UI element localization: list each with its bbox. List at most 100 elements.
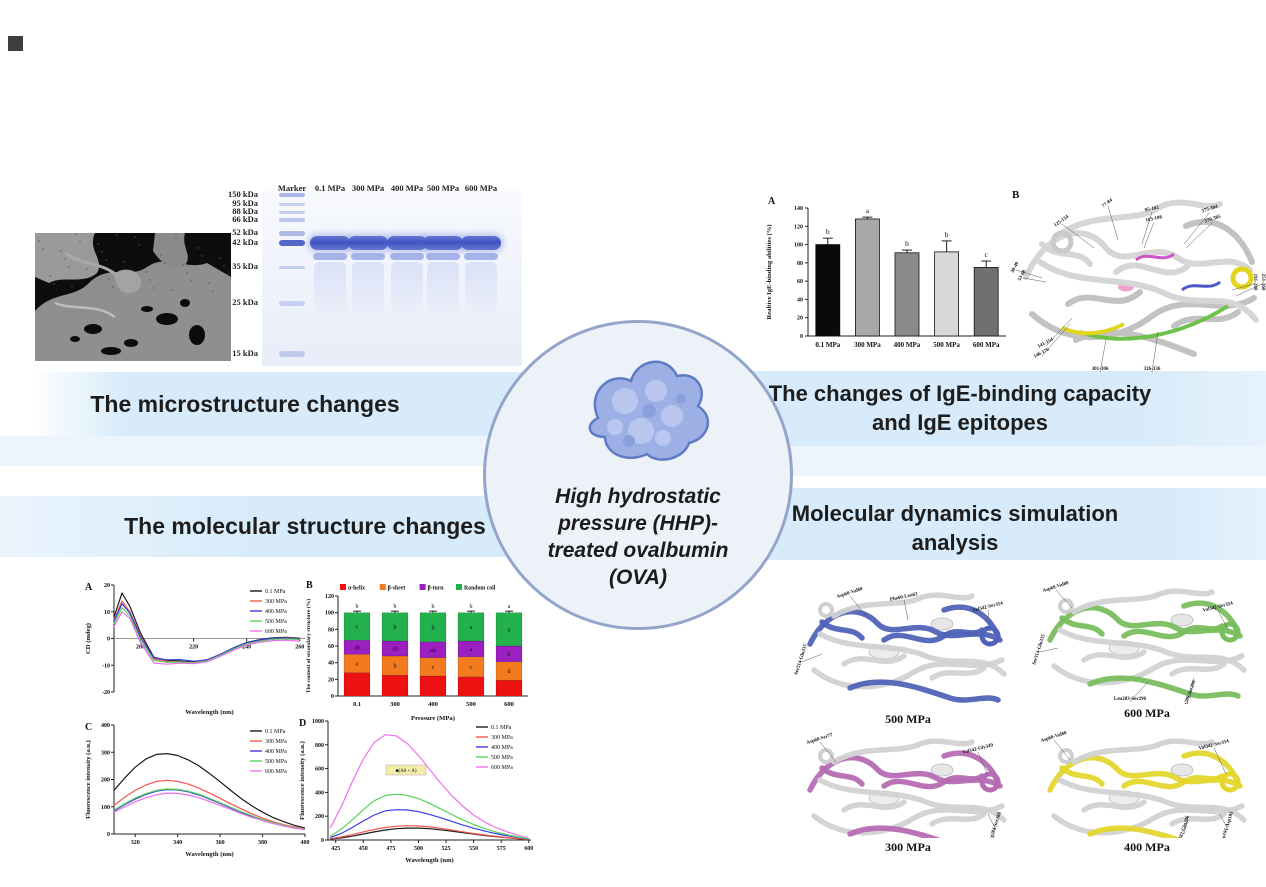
svg-text:400 MPa: 400 MPa [265, 749, 287, 755]
svg-text:0: 0 [331, 694, 334, 700]
gel-marker-band [279, 193, 305, 197]
svg-text:0.1 MPa: 0.1 MPa [491, 725, 512, 731]
svg-text:a: a [508, 627, 511, 633]
gel-protein-band [423, 236, 463, 250]
center-title-line: pressure (HHP)- [558, 512, 718, 535]
svg-text:800: 800 [315, 743, 324, 749]
svg-text:60: 60 [797, 279, 803, 285]
gel-smear [427, 262, 459, 317]
svg-text:β-sheet: β-sheet [388, 586, 406, 592]
gel-marker-band [279, 230, 305, 236]
md-caption-400mpa: 400 MPa [1124, 840, 1170, 854]
epitope-label: Ser314-Glu335 [794, 643, 809, 675]
svg-text:0: 0 [107, 637, 110, 643]
md-caption-600mpa: 600 MPa [1124, 706, 1170, 720]
gel-background [262, 191, 522, 366]
cd-spectra-chart: A -20 -10 0 10 20 200 220 240 260 CD (mdeg) Wavelen… [85, 582, 305, 716]
svg-text:320: 320 [131, 840, 140, 846]
gel-marker-band [279, 210, 305, 214]
svg-text:-10: -10 [102, 663, 110, 669]
svg-text:b: b [826, 227, 830, 236]
epitope-label: Asp68-Ser77 [806, 733, 834, 746]
svg-text:575: 575 [497, 846, 506, 852]
svg-text:80: 80 [797, 261, 803, 267]
svg-text:100: 100 [325, 611, 334, 617]
epitope-label: 191-200 [1252, 274, 1257, 291]
gel-marker-band [279, 265, 305, 269]
intrinsic-fluorescence-chart: C 0 100 200 300 400 320 340 360 380 400 Fluorescenc… [85, 722, 310, 858]
svg-text:c: c [356, 624, 359, 630]
svg-text:120: 120 [794, 224, 803, 230]
svg-text:400: 400 [428, 701, 438, 708]
gel-marker-label: 66 kDa [232, 214, 258, 224]
epitope-label: Asp68-Val80 [1042, 581, 1070, 594]
epitope-label: 146-176 [1033, 347, 1051, 359]
md-caption-500mpa: 500 MPa [885, 712, 931, 726]
svg-text:ab: ab [392, 647, 398, 653]
svg-text:500: 500 [466, 701, 476, 708]
svg-text:60: 60 [328, 644, 334, 650]
svg-text:340: 340 [173, 840, 182, 846]
svg-text:400: 400 [101, 723, 110, 729]
md-caption-300mpa: 300 MPa [885, 840, 931, 854]
banner-molecular-title: The molecular structure changes [124, 513, 486, 539]
gel-protein-band [310, 236, 350, 250]
gel-lane-header: 600 MPa [464, 183, 498, 193]
gel-marker-label: 88 kDa [232, 206, 258, 216]
svg-text:20: 20 [797, 316, 803, 322]
svg-text:Fluorescence intensity (a.u.): Fluorescence intensity (a.u.) [299, 741, 306, 820]
svg-text:C: C [85, 722, 92, 733]
svg-text:600: 600 [504, 701, 514, 708]
gel-marker-label: 25 kDa [232, 297, 258, 307]
svg-text:450: 450 [359, 846, 368, 852]
gel-protein-subband [390, 253, 424, 260]
svg-text:B: B [1012, 189, 1020, 201]
svg-text:475: 475 [386, 846, 395, 852]
svg-text:b: b [394, 664, 397, 670]
svg-text:c: c [432, 665, 435, 671]
center-title-line: (OVA) [609, 566, 667, 589]
svg-text:b: b [432, 604, 435, 610]
svg-text:a: a [866, 206, 870, 215]
svg-text:500 MPa: 500 MPa [265, 619, 287, 625]
svg-text:525: 525 [442, 846, 451, 852]
svg-text:300 MPa: 300 MPa [854, 341, 881, 349]
svg-text:400 MPa: 400 MPa [265, 609, 287, 615]
svg-text:Pressure (MPa): Pressure (MPa) [411, 715, 455, 722]
svg-text:300: 300 [101, 750, 110, 756]
svg-text:b: b [945, 230, 949, 239]
svg-text:α-helix: α-helix [348, 586, 365, 592]
epitope-label: 251-260 [1260, 274, 1265, 291]
svg-text:B: B [306, 580, 313, 591]
center-title-line: High hydrostatic [555, 485, 721, 508]
epitope-label: 370-385 [1204, 214, 1222, 224]
epitope-label: 375-384 [1201, 204, 1219, 214]
gel-marker-band [279, 300, 305, 306]
svg-text:40: 40 [328, 661, 334, 667]
svg-text:120: 120 [325, 594, 334, 600]
gel-lane-header: Marker [277, 183, 307, 193]
svg-text:a: a [470, 625, 473, 631]
svg-text:0: 0 [800, 334, 803, 340]
gel-protein-band [348, 236, 388, 250]
epitope-label: 103-108 [1145, 215, 1163, 223]
svg-text:b: b [394, 604, 397, 610]
svg-text:300 MPa: 300 MPa [265, 599, 287, 605]
svg-text:400 MPa: 400 MPa [894, 341, 921, 349]
gel-marker-label: 52 kDa [232, 227, 258, 237]
svg-text:b: b [470, 604, 473, 610]
svg-text:500: 500 [414, 846, 423, 852]
svg-text:240: 240 [242, 645, 251, 651]
gel-marker-band [279, 351, 305, 357]
svg-text:100: 100 [794, 243, 803, 249]
corner-artifact [8, 36, 23, 51]
epitope-label: 95-102 [1144, 205, 1159, 213]
sds-page-gel-image: Marker 0.1 MPa 300 MPa 400 MPa 500 MPa 600 MP… [228, 182, 524, 368]
md-structure-500mpa-image: Asp68-Val80 Phe60-Leu63Ser314-Glu335Val34… [794, 587, 1007, 703]
svg-text:220: 220 [189, 645, 198, 651]
svg-text:300 MPa: 300 MPa [265, 739, 287, 745]
epitope-label: Phe60-Leu63 [890, 592, 919, 603]
